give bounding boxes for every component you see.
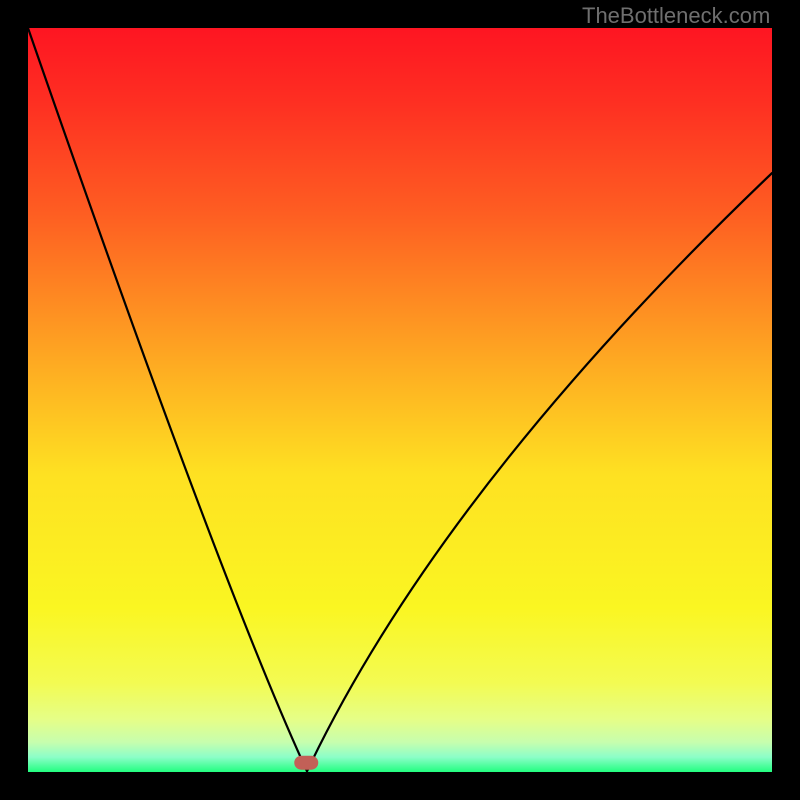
plot-background xyxy=(28,28,772,772)
chart-svg xyxy=(28,28,772,772)
min-marker xyxy=(294,756,318,770)
watermark-text: TheBottleneck.com xyxy=(582,3,770,29)
plot-area xyxy=(28,28,772,772)
